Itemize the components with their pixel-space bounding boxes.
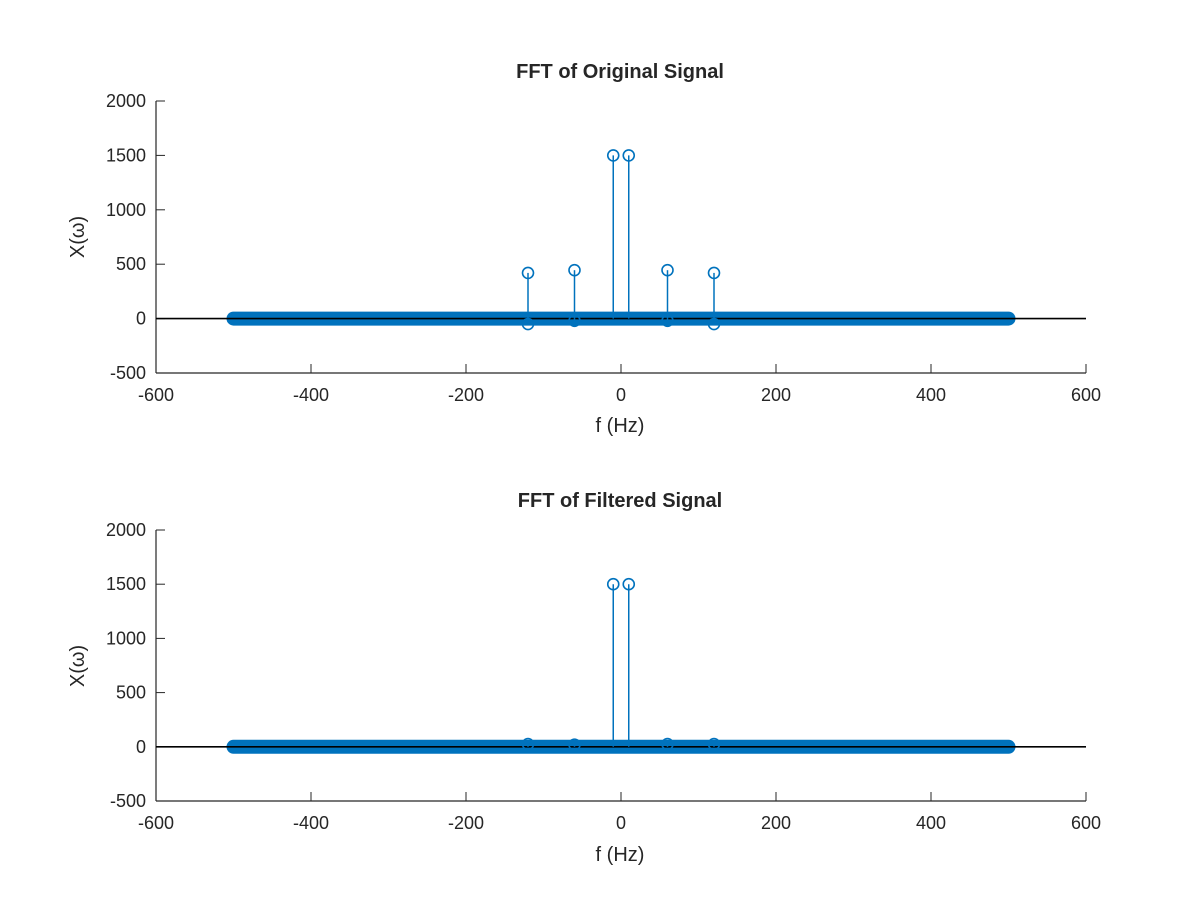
stem-marker [521, 737, 535, 751]
stem-marks [156, 577, 1086, 754]
x-tick-label: 600 [1071, 385, 1101, 405]
stem-marker [622, 149, 636, 162]
y-tick-label: 1000 [106, 628, 146, 648]
stem-marker [707, 266, 721, 280]
stem-marker [606, 577, 620, 591]
x-tick-label: 400 [916, 385, 946, 405]
y-tick-label: -500 [110, 363, 146, 383]
y-tick-label: -500 [110, 791, 146, 811]
y-tick-label: 500 [116, 683, 146, 703]
y-tick-label: 0 [136, 309, 146, 329]
stem-marker [568, 738, 581, 751]
x-tick-label: 200 [761, 385, 791, 405]
x-tick-label: 0 [616, 385, 626, 405]
x-tick-label: 200 [761, 813, 791, 833]
y-axis-label: X(ω) [67, 645, 89, 687]
x-tick-label: 400 [916, 813, 946, 833]
stem-marker [521, 317, 535, 331]
x-axis-label: f (Hz) [596, 844, 645, 866]
stem-marker [661, 737, 674, 751]
x-tick-label: -600 [138, 385, 174, 405]
y-tick-label: 2000 [106, 520, 146, 540]
plot-title: FFT of Original Signal [516, 61, 724, 83]
y-tick-label: 500 [116, 254, 146, 274]
x-axis-label: f (Hz) [596, 415, 645, 437]
stem-marker [707, 317, 721, 331]
stem-marker [568, 314, 581, 328]
plot-fft-original: FFT of Original Signal -600 -400 -200 0 200 4… [67, 61, 1101, 437]
y-tick-label: 1500 [106, 574, 146, 594]
y-tick-label: 0 [136, 737, 146, 757]
plot-title: FFT of Filtered Signal [518, 490, 722, 512]
stem-marker [521, 266, 535, 280]
y-axis-label: X(ω) [67, 216, 89, 258]
y-tick-label: 1500 [106, 145, 146, 165]
x-tick-label: 600 [1071, 813, 1101, 833]
stem-marker [707, 737, 721, 751]
x-tick-label: 0 [616, 813, 626, 833]
x-tick-label: -400 [293, 813, 329, 833]
ticks: -600 -400 -200 0 200 400 600 -500 0 500 1000 1500 20… [106, 520, 1101, 833]
stem-marker [661, 263, 674, 277]
ticks: -600 -400 -200 0 200 400 600 -500 0 500 1000 1500 20… [106, 91, 1101, 405]
stem-marker [606, 149, 620, 162]
x-tick-label: -400 [293, 385, 329, 405]
stem-marker [622, 577, 636, 591]
plot-fft-filtered: FFT of Filtered Signal -600 -400 -200 0 200 4… [67, 490, 1101, 866]
stem-marker [568, 263, 581, 277]
stem-marker [661, 314, 674, 328]
stem-marks [156, 149, 1086, 331]
x-tick-label: -200 [448, 385, 484, 405]
x-tick-label: -200 [448, 813, 484, 833]
y-tick-label: 2000 [106, 91, 146, 111]
y-tick-label: 1000 [106, 200, 146, 220]
x-tick-label: -600 [138, 813, 174, 833]
